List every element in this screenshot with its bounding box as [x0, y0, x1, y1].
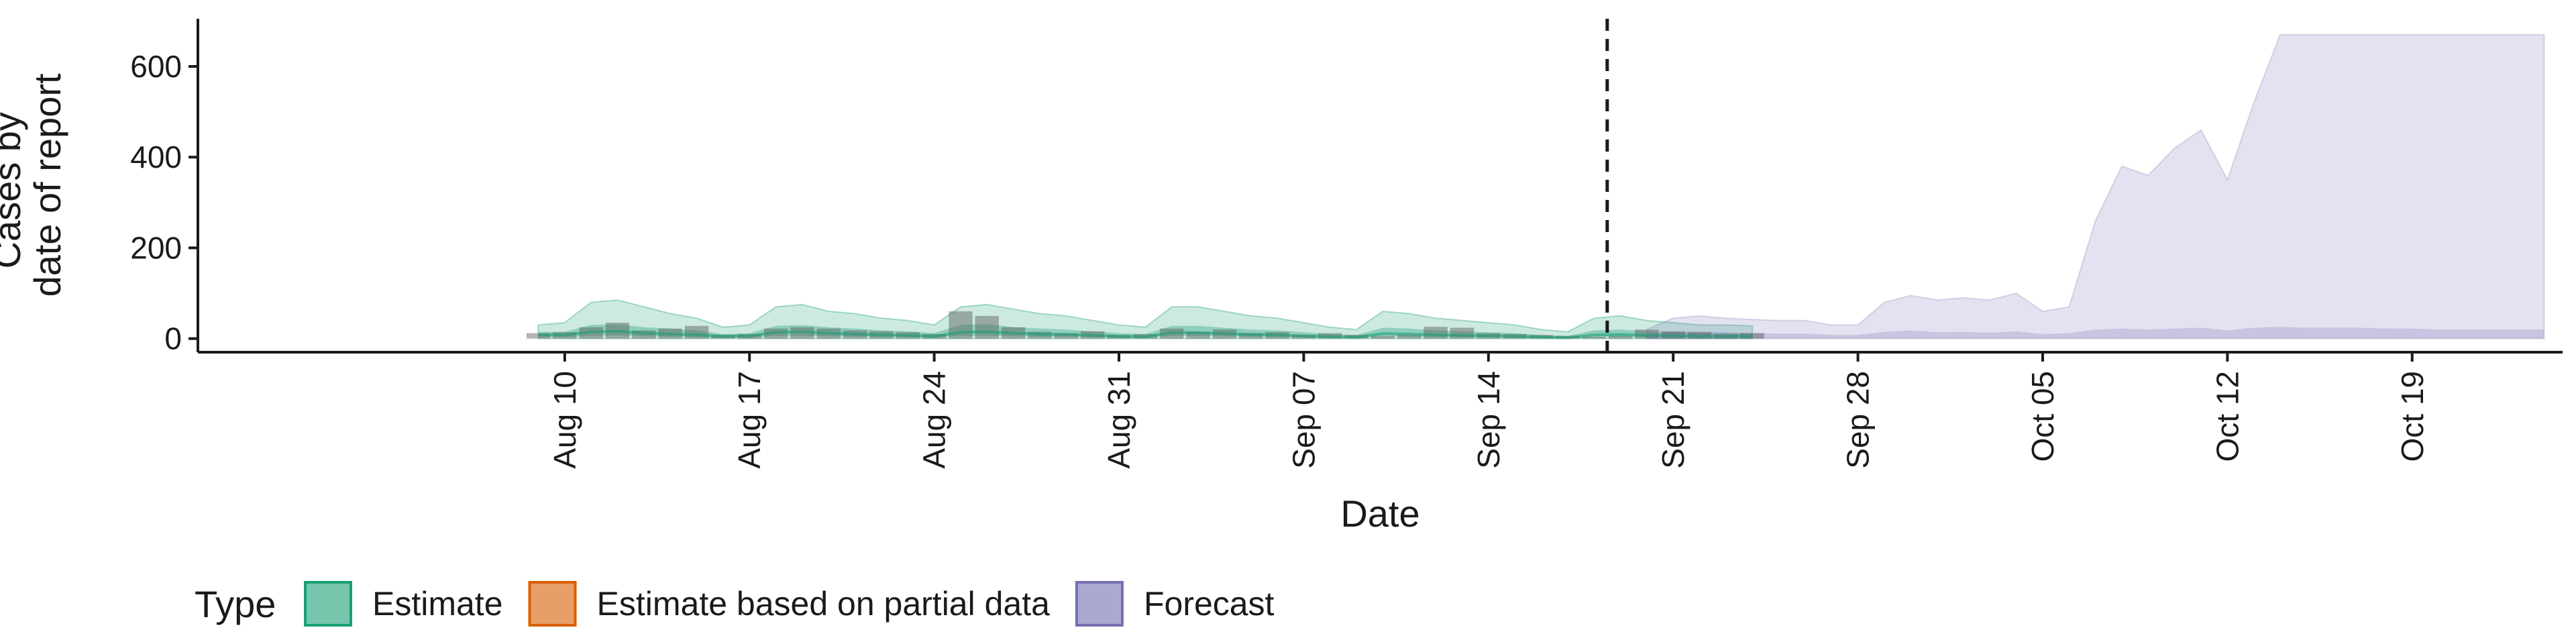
- forecast-band-layer: [1646, 34, 2545, 339]
- legend-key-forecast: [1075, 581, 1124, 627]
- observed-bar: [1450, 327, 1474, 339]
- x-tick-label: Aug 17: [732, 371, 767, 469]
- y-axis-title-line-2: date of report: [26, 73, 68, 297]
- observed-bar: [1608, 335, 1633, 339]
- observed-bar: [1397, 335, 1421, 339]
- forecast-inner-band: [1646, 327, 2544, 339]
- y-tick-label: 0: [164, 321, 182, 356]
- x-tick-label: Sep 07: [1286, 371, 1321, 469]
- x-tick-label: Sep 21: [1656, 371, 1690, 469]
- x-tick-label: Aug 31: [1102, 371, 1136, 469]
- estimate-median-line: [538, 329, 1753, 339]
- y-axis-title-line-1: Cases by: [0, 112, 28, 268]
- estimate-outer-band-layer: [537, 299, 1754, 339]
- legend-label-forecast: Forecast: [1144, 585, 1275, 623]
- x-tick-label: Sep 14: [1471, 371, 1506, 469]
- x-axis-ticks: Aug 10 Aug 17 Aug 24 Aug 31 Sep 07 Sep 14 Sep …: [547, 352, 2430, 469]
- observed-bar: [975, 315, 999, 339]
- y-tick-label: 400: [130, 140, 182, 174]
- legend-label-estimate: Estimate: [372, 585, 503, 623]
- y-tick-label: 200: [130, 230, 182, 265]
- y-tick-label: 600: [130, 49, 182, 84]
- x-tick-label: Aug 24: [917, 371, 952, 469]
- observed-bar: [1054, 333, 1078, 339]
- x-tick-label: Aug 10: [547, 371, 582, 469]
- legend-title: Type: [195, 583, 276, 625]
- x-tick-label: Oct 12: [2210, 371, 2245, 462]
- legend-key-estimate: [304, 581, 352, 627]
- legend-items: Estimate Estimate based on partial data Fo…: [304, 581, 1275, 627]
- y-axis-title: Cases by date of report: [0, 73, 68, 297]
- x-tick-label: Oct 19: [2395, 371, 2430, 462]
- observed-bar: [1582, 337, 1606, 339]
- axes: 0 200 400 600 Aug 10 Aug 17 Aug 24 Aug 31 Sep 0…: [130, 19, 2563, 469]
- forecast-outer-band: [1646, 34, 2545, 339]
- observed-bar: [1186, 331, 1210, 339]
- x-tick-label: Sep 28: [1841, 371, 1876, 469]
- estimate-median-layer: [538, 329, 1753, 339]
- observed-bar: [1371, 335, 1395, 339]
- plot-area: [526, 19, 2545, 352]
- legend-key-partial: [528, 581, 577, 627]
- observed-bar: [1239, 333, 1263, 339]
- legend: Type Estimate Estimate based on partial d…: [195, 581, 1275, 627]
- legend-label-partial: Estimate based on partial data: [597, 585, 1051, 623]
- estimate-outer-band: [537, 299, 1754, 339]
- observed-bar: [1424, 327, 1448, 339]
- y-axis-ticks: 0 200 400 600: [130, 49, 198, 356]
- x-axis-title: Date: [1340, 492, 1419, 535]
- x-tick-label: Oct 05: [2025, 371, 2060, 462]
